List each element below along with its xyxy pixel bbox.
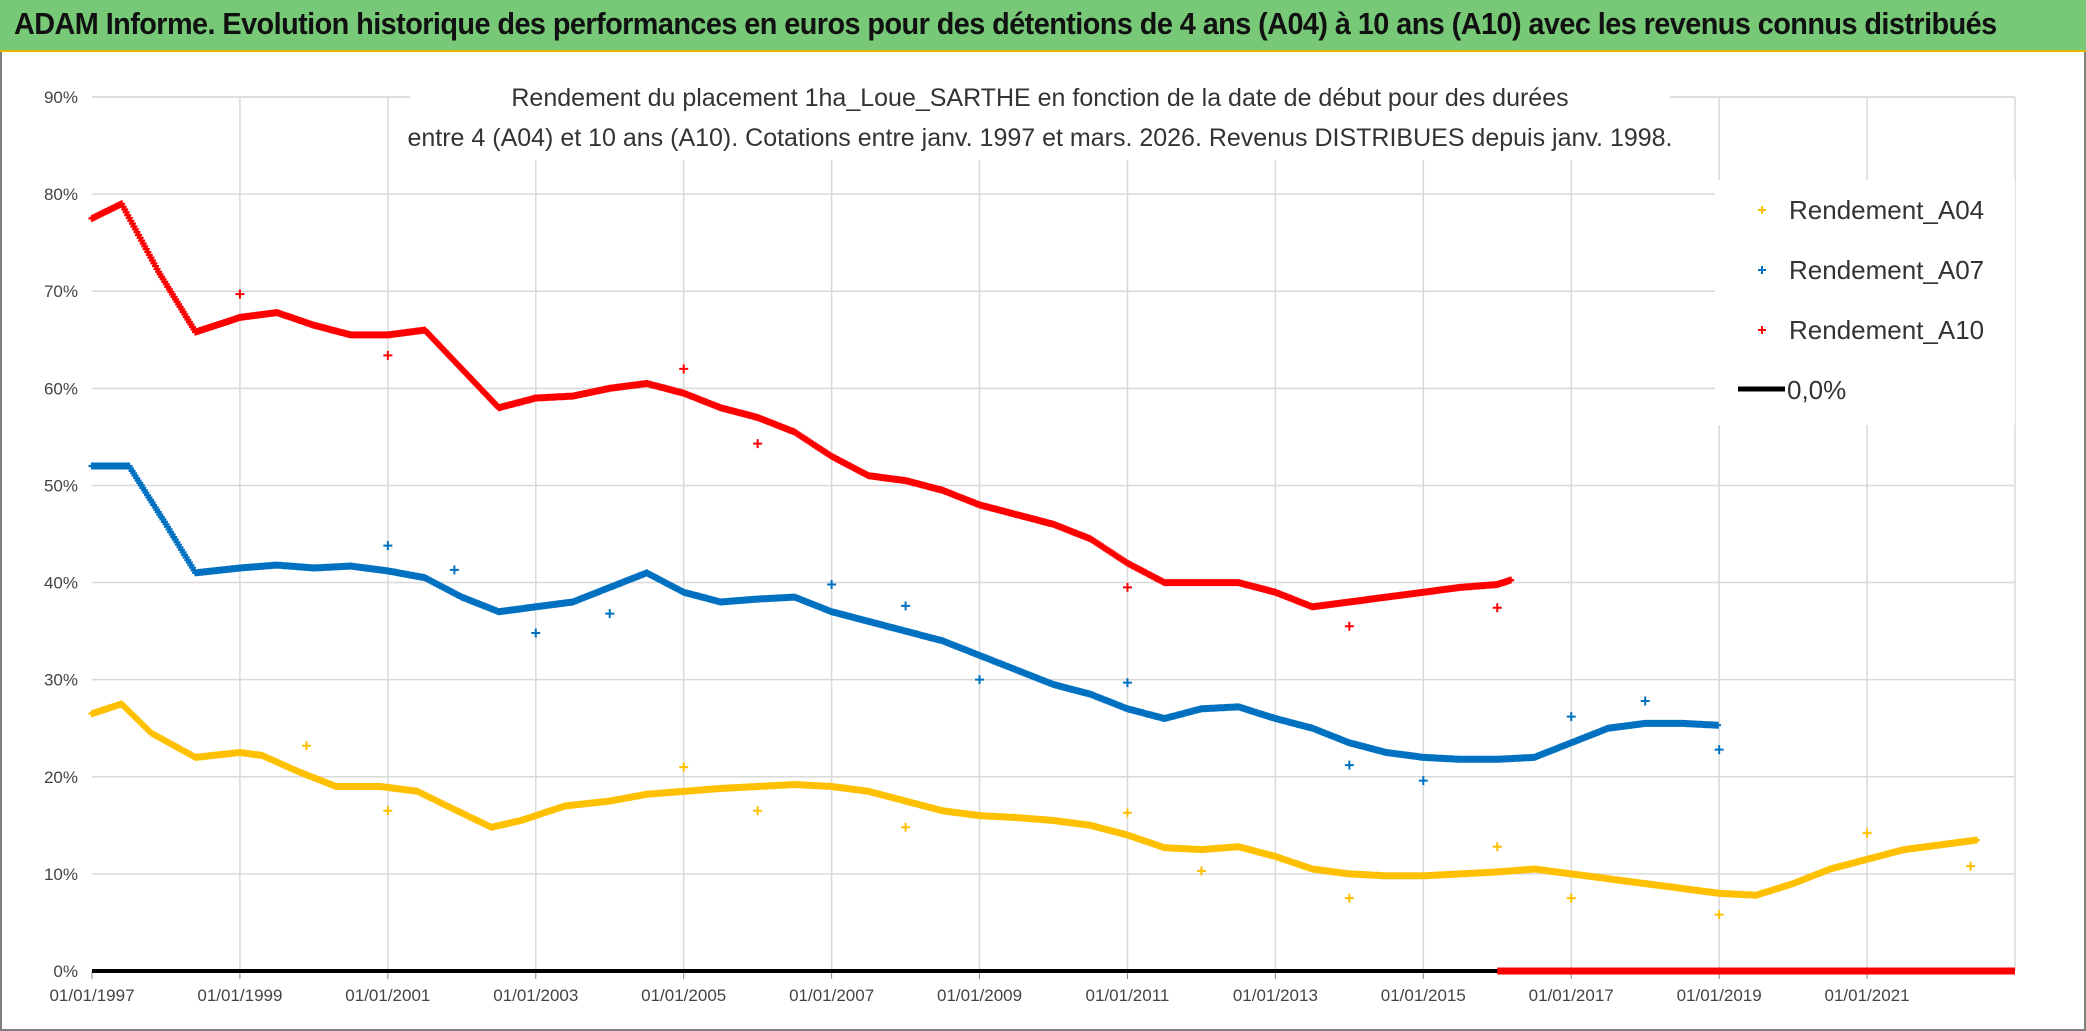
subtitle-background [410, 74, 1670, 160]
rendement-a07-outlier-point [449, 565, 459, 575]
rendement-a07-outlier-point [827, 579, 837, 589]
y-tick-label: 30% [44, 671, 78, 690]
rendement-a10-outlier-point [679, 364, 689, 374]
y-tick-label: 60% [44, 379, 78, 398]
rendement-a10-outlier-point [1344, 621, 1354, 631]
y-tick-label: 40% [44, 574, 78, 593]
rendement-a07-outlier-point [1566, 712, 1576, 722]
rendement-a10-outlier-point [235, 289, 245, 299]
rendement-a04-outlier-point [1862, 828, 1872, 838]
x-tick-label: 01/01/2001 [345, 986, 430, 1005]
x-tick-label: 01/01/2003 [493, 986, 578, 1005]
legend-marker-a04 [1758, 206, 1766, 214]
rendement-a07-outlier-point [1344, 760, 1354, 770]
rendement-a04-outlier-point [1196, 866, 1206, 876]
rendement-a07-outlier-point [531, 628, 541, 638]
x-tick-label: 01/01/2015 [1381, 986, 1466, 1005]
x-tick-label: 01/01/2011 [1086, 986, 1170, 1005]
y-tick-label: 20% [44, 768, 78, 787]
page-title: ADAM Informe. Evolution historique des p… [14, 6, 1997, 41]
rendement-a07-outlier-point [901, 601, 911, 611]
rendement-a10-outlier-point [1122, 582, 1132, 592]
x-tick-label: 01/01/2005 [641, 986, 726, 1005]
y-tick-label: 70% [44, 282, 78, 301]
x-tick-label: 01/01/2013 [1233, 986, 1318, 1005]
axes: 0% 10% 20% 30% 40% 50% 60% 70% 80% 90% 01/01/1997 0… [44, 88, 1910, 1005]
y-tick-label: 90% [44, 88, 78, 107]
x-tick-label: 01/01/1999 [197, 986, 282, 1005]
x-tick-label: 01/01/2009 [937, 986, 1022, 1005]
legend-label: Rendement_A04 [1789, 195, 1984, 225]
rendement-a04-outlier-point [1344, 893, 1354, 903]
title-bar: ADAM Informe. Evolution historique des p… [0, 0, 2086, 52]
rendement-a07-outlier-point [383, 541, 393, 551]
rendement-a07-outlier-point [1714, 745, 1724, 755]
x-tick-label: 01/01/2021 [1825, 986, 1910, 1005]
rendement-a07-outlier-point [975, 675, 985, 685]
rendement-a10-outlier-point [753, 439, 763, 449]
rendement-a10-outlier-point [383, 350, 393, 360]
rendement-a04-outlier-point [679, 762, 689, 772]
x-tick-label: 01/01/2007 [789, 986, 874, 1005]
x-tick-label: 01/01/2019 [1677, 986, 1762, 1005]
grid [92, 96, 2016, 971]
legend-label: Rendement_A07 [1789, 255, 1984, 285]
rendement-a04-outlier-point [301, 741, 311, 751]
legend-marker-a10 [1758, 326, 1766, 334]
rendement-a04-series-markers [88, 700, 1980, 899]
rendement-a07-outlier-point [1418, 776, 1428, 786]
rendement-a04-outlier-point [1566, 893, 1576, 903]
legend-marker-a07 [1758, 266, 1766, 274]
rendement-a04-outlier-point [383, 806, 393, 816]
legend-background [1715, 180, 2015, 425]
chart-subtitle-line1: Rendement du placement 1ha_Loue_SARTHE e… [511, 84, 1568, 112]
x-tick-label: 01/01/1997 [49, 986, 134, 1005]
y-tick-label: 80% [44, 185, 78, 204]
rendement-a10-series-markers [88, 200, 1515, 611]
rendement-a04-outlier-point [901, 822, 911, 832]
rendement-a07-outlier-point [1122, 678, 1132, 688]
y-tick-label: 10% [44, 865, 78, 884]
y-tick-label: 0% [53, 962, 78, 981]
y-tick-label: 50% [44, 476, 78, 495]
rendement-a04-outlier-point [1492, 842, 1502, 852]
rendement-a10-outlier-point [1492, 603, 1502, 613]
legend-label: Rendement_A10 [1789, 315, 1984, 345]
chart-subtitle-line2: entre 4 (A04) et 10 ans (A10). Cotations… [407, 124, 1672, 152]
x-tick-label: 01/01/2017 [1529, 986, 1614, 1005]
rendement-a04-outlier-point [1714, 910, 1724, 920]
rendement-a04-outlier-point [1122, 808, 1132, 818]
rendement-a04-outlier-point [753, 806, 763, 816]
rendement-a07-series-markers [88, 462, 1722, 763]
legend: Rendement_A04 Rendement_A07 Rendement_A10 0… [1715, 180, 2015, 425]
rendement-a07-outlier-point [1640, 696, 1650, 706]
series-layer [88, 200, 2015, 975]
legend-label: 0,0% [1787, 375, 1846, 405]
rendement-a04-outlier-point [1966, 861, 1976, 871]
rendement-a07-outlier-point [605, 609, 615, 619]
